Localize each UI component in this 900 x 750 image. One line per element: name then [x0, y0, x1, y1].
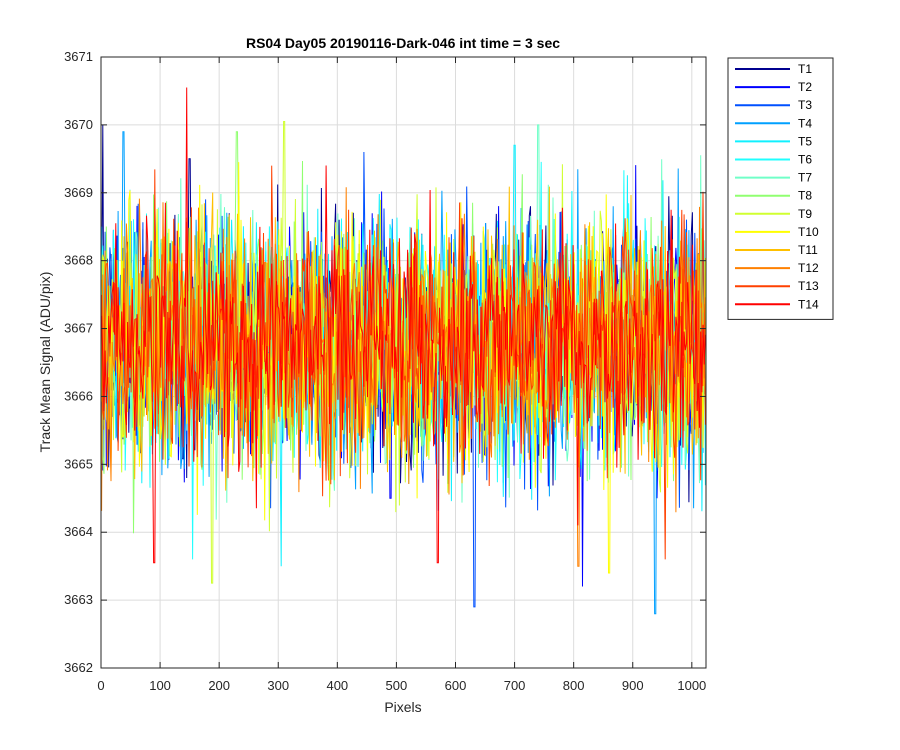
- x-tick-label: 1000: [677, 678, 706, 693]
- x-axis-label: Pixels: [384, 699, 421, 715]
- chart-title: RS04 Day05 20190116-Dark-046 int time = …: [246, 35, 560, 51]
- legend-label: T14: [798, 297, 819, 311]
- x-tick-label: 100: [149, 678, 171, 693]
- legend-label: T13: [798, 279, 819, 293]
- series-line-t14: [101, 87, 706, 564]
- x-tick-label: 200: [208, 678, 230, 693]
- legend-label: T3: [798, 98, 812, 112]
- legend-label: T7: [798, 171, 812, 185]
- x-tick-label: 300: [267, 678, 289, 693]
- x-tick-label: 500: [386, 678, 408, 693]
- legend-label: T12: [798, 261, 819, 275]
- y-tick-label: 3667: [64, 321, 93, 336]
- legend-label: T1: [798, 62, 812, 76]
- y-tick-label: 3666: [64, 388, 93, 403]
- legend-label: T8: [798, 189, 812, 203]
- x-tick-label: 0: [97, 678, 104, 693]
- x-tick-label: 400: [326, 678, 348, 693]
- ticks: 0 100 200 300 400 500 600 700 800 900 1000 3662 3663…: [64, 49, 706, 693]
- y-tick-label: 3663: [64, 592, 93, 607]
- axes-box: [100, 56, 707, 669]
- y-axis-label: Track Mean Signal (ADU/pix): [37, 272, 53, 453]
- legend-label: T6: [798, 153, 812, 167]
- series-line-t13: [101, 165, 706, 560]
- y-tick-label: 3665: [64, 456, 93, 471]
- legend-label: T9: [798, 207, 812, 221]
- legend: T1 T2 T3 T4 T5 T6 T7 T8 T9 T10 T11 T12 T13 T14: [727, 57, 834, 320]
- legend-label: T2: [798, 80, 812, 94]
- legend-label: T10: [798, 225, 819, 239]
- x-tick-label: 700: [504, 678, 526, 693]
- y-tick-label: 3669: [64, 185, 93, 200]
- legend-label: T4: [798, 116, 812, 130]
- y-tick-label: 3671: [64, 49, 93, 64]
- series-lines: [101, 87, 706, 615]
- y-tick-label: 3664: [64, 524, 93, 539]
- legend-box: [727, 57, 834, 320]
- legend-label: T5: [798, 134, 812, 148]
- x-tick-label: 900: [622, 678, 644, 693]
- y-tick-label: 3668: [64, 253, 93, 268]
- y-tick-label: 3662: [64, 660, 93, 675]
- legend-label: T11: [798, 243, 818, 257]
- x-tick-label: 800: [563, 678, 585, 693]
- y-tick-label: 3670: [64, 117, 93, 132]
- x-tick-label: 600: [445, 678, 467, 693]
